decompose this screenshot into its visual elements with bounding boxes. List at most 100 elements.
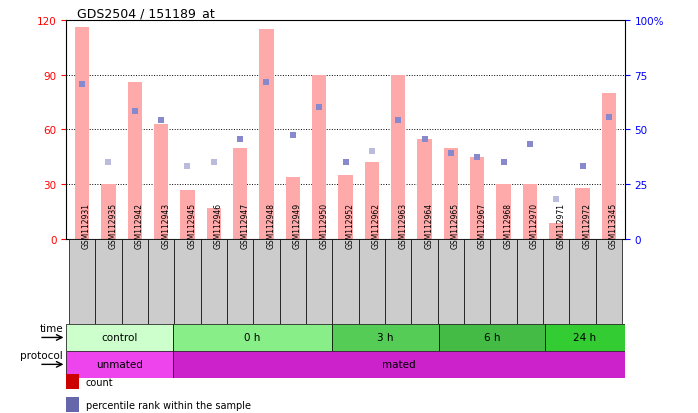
Bar	[549, 223, 563, 240]
Text: protocol: protocol	[20, 350, 63, 360]
Bar	[359, 240, 385, 324]
Point	[261, 79, 272, 86]
Bar	[66, 351, 172, 378]
Bar	[464, 240, 491, 324]
Bar	[491, 240, 517, 324]
Text: GSM112943: GSM112943	[161, 202, 170, 248]
Text: GSM112967: GSM112967	[477, 202, 487, 248]
Text: GSM112972: GSM112972	[583, 202, 592, 248]
Point	[156, 118, 167, 124]
Bar	[148, 240, 174, 324]
Bar	[385, 240, 411, 324]
Point	[288, 132, 299, 139]
Text: 3 h: 3 h	[377, 332, 394, 343]
Bar	[417, 139, 432, 240]
Text: unmated: unmated	[96, 359, 143, 370]
Bar	[121, 240, 148, 324]
Bar	[280, 240, 306, 324]
Bar	[575, 188, 590, 240]
Text: GSM112963: GSM112963	[398, 202, 407, 248]
Bar	[154, 125, 168, 240]
Bar	[364, 163, 379, 240]
Bar	[285, 178, 300, 240]
Text: GSM112952: GSM112952	[346, 202, 355, 248]
Bar	[66, 324, 172, 351]
Bar	[180, 190, 195, 240]
Bar	[172, 324, 332, 351]
Text: time: time	[39, 323, 63, 333]
Bar	[253, 240, 280, 324]
Point	[313, 105, 325, 112]
Point	[235, 136, 246, 142]
Bar	[438, 240, 464, 324]
Text: 6 h: 6 h	[484, 332, 500, 343]
Text: GSM112965: GSM112965	[451, 202, 460, 248]
Text: GSM112948: GSM112948	[267, 202, 276, 248]
Point	[77, 81, 88, 88]
Point	[182, 163, 193, 170]
Bar	[517, 240, 543, 324]
Bar	[332, 324, 438, 351]
Bar	[411, 240, 438, 324]
Text: count: count	[86, 377, 114, 387]
Text: GSM112962: GSM112962	[372, 202, 381, 248]
Bar	[75, 28, 89, 240]
Bar	[200, 240, 227, 324]
Point	[445, 150, 456, 157]
Point	[208, 159, 219, 166]
Bar	[69, 240, 96, 324]
Text: GSM112950: GSM112950	[319, 202, 328, 248]
Bar	[523, 185, 537, 240]
Point	[603, 114, 614, 121]
Point	[577, 163, 588, 170]
Text: GSM112931: GSM112931	[82, 202, 91, 248]
Text: GSM112946: GSM112946	[214, 202, 223, 248]
Bar	[470, 157, 484, 240]
Text: GSM112949: GSM112949	[293, 202, 302, 248]
Point	[129, 109, 140, 115]
Text: GSM112947: GSM112947	[240, 202, 249, 248]
Bar	[207, 209, 221, 240]
Bar	[391, 75, 406, 240]
Text: GSM112945: GSM112945	[188, 202, 196, 248]
Bar	[595, 240, 622, 324]
Bar	[101, 185, 116, 240]
Bar	[259, 30, 274, 240]
Text: mated: mated	[382, 359, 415, 370]
Point	[524, 141, 535, 148]
Point	[498, 159, 509, 166]
Bar	[227, 240, 253, 324]
Text: GSM112968: GSM112968	[503, 202, 512, 248]
Text: GDS2504 / 151189_at: GDS2504 / 151189_at	[77, 7, 215, 19]
Point	[419, 136, 430, 142]
Bar	[438, 324, 545, 351]
Bar	[128, 83, 142, 240]
Text: GSM113345: GSM113345	[609, 202, 618, 248]
Bar	[332, 240, 359, 324]
Text: GSM112971: GSM112971	[556, 202, 565, 248]
Text: GSM112964: GSM112964	[424, 202, 433, 248]
Bar	[233, 148, 247, 240]
Text: percentile rank within the sample: percentile rank within the sample	[86, 400, 251, 410]
Bar	[339, 176, 352, 240]
Bar	[444, 148, 458, 240]
Bar	[545, 324, 625, 351]
Bar	[543, 240, 570, 324]
Point	[340, 159, 351, 166]
Point	[103, 159, 114, 166]
Point	[472, 154, 483, 161]
Text: control: control	[101, 332, 138, 343]
Text: GSM112970: GSM112970	[530, 202, 539, 248]
Text: GSM112935: GSM112935	[108, 202, 117, 248]
Bar	[306, 240, 332, 324]
Point	[366, 149, 378, 155]
Text: 0 h: 0 h	[244, 332, 260, 343]
Bar	[96, 240, 121, 324]
Bar	[496, 185, 511, 240]
Text: 24 h: 24 h	[573, 332, 596, 343]
Bar	[312, 75, 327, 240]
Bar	[602, 94, 616, 240]
Point	[392, 118, 403, 124]
Text: GSM112942: GSM112942	[135, 202, 144, 248]
Point	[551, 196, 562, 203]
